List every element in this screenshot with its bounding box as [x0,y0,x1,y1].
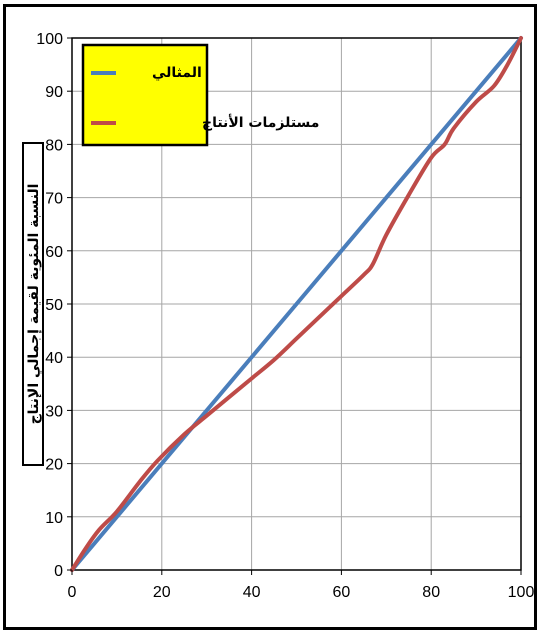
x-tick-label: 40 [243,584,261,601]
y-tick-label: 100 [36,31,63,48]
x-axis-ticks: 0 20 40 60 80 100 [68,570,534,601]
legend-label-inputs: مستلزمات الأنتاج [202,114,319,131]
y-tick-label: 20 [45,457,63,474]
y-axis-label: النسبة المئوية لقيمة إجمالي الإنتاج [26,184,42,425]
y-axis-label-box: النسبة المئوية لقيمة إجمالي الإنتاج [22,142,44,466]
chart-frame: 0 20 40 60 80 100 0 10 20 30 40 50 60 70 80 90 100 النس… [3,4,537,630]
series-line-production-inputs [70,36,523,572]
y-tick-label: 90 [45,84,63,101]
y-tick-label: 70 [45,191,63,208]
y-tick-label: 50 [45,297,63,314]
y-tick-label: 80 [45,137,63,154]
legend-label-ideal: المثالي [152,65,202,81]
series-layer [70,36,523,572]
y-axis-ticks: 0 10 20 30 40 50 60 70 80 90 100 [36,31,72,580]
x-tick-label: 20 [153,584,171,601]
legend: المثالي مستلزمات الأنتاج [81,43,319,147]
legend-box [81,43,209,147]
x-tick-label: 100 [508,584,534,601]
x-tick-label: 60 [333,584,351,601]
y-tick-label: 0 [54,563,63,580]
series-line-ideal [70,36,523,572]
y-axis-label-frame [22,142,44,466]
y-tick-label: 60 [45,244,63,261]
y-tick-label: 30 [45,403,63,420]
y-tick-label: 10 [45,510,63,527]
y-tick-label: 40 [45,350,63,367]
x-tick-label: 80 [422,584,440,601]
x-tick-label: 0 [68,584,77,601]
line-chart: 0 20 40 60 80 100 0 10 20 30 40 50 60 70 80 90 100 النس… [22,31,534,601]
